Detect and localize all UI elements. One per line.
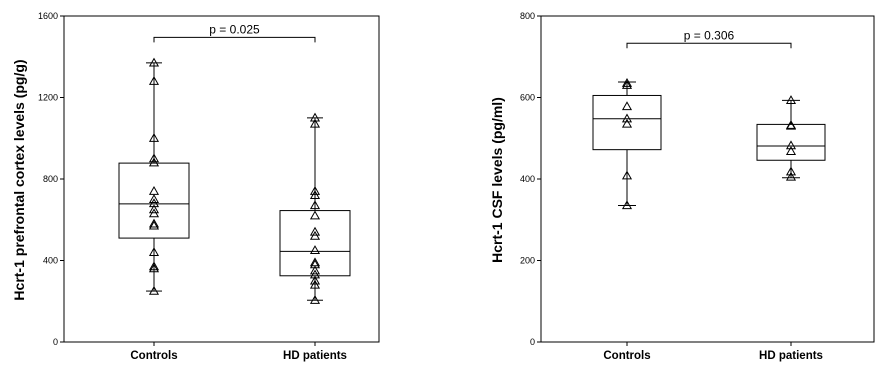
data-point-triangle (621, 118, 633, 128)
box-iqr (279, 210, 351, 277)
box-iqr (592, 94, 662, 151)
data-point-triangle (148, 261, 160, 271)
data-point-triangle (309, 269, 321, 279)
y-tick-label: 1200 (38, 93, 58, 103)
significance-bracket (626, 42, 792, 49)
data-point-triangle (309, 259, 321, 269)
data-point-triangle (148, 247, 160, 256)
y-axis-label: Hcrt-1 CSF levels (pg/ml) (489, 97, 505, 263)
data-point-triangle (621, 200, 633, 210)
data-point-triangle (309, 112, 321, 122)
x-category-label: Controls (603, 350, 650, 362)
data-point-triangle (148, 157, 160, 167)
data-point-triangle (309, 295, 321, 304)
data-point-triangle (309, 275, 321, 285)
box-group-2 (279, 112, 351, 304)
plot-frame (540, 15, 875, 343)
data-point-triangle (785, 146, 797, 155)
data-point-triangle (309, 186, 321, 195)
significance-bracket (153, 36, 316, 43)
y-tick-label: 400 (520, 174, 535, 184)
data-point-triangle (785, 140, 797, 150)
x-category-label: HD patients (283, 350, 347, 362)
y-tick-label: 200 (520, 256, 535, 266)
data-point-triangle (621, 113, 633, 123)
y-tick-label: 800 (43, 174, 58, 184)
data-point-triangle (148, 133, 160, 142)
data-point-triangle (785, 95, 797, 105)
data-point-triangle (621, 101, 633, 111)
data-point-triangle (309, 265, 321, 275)
x-category-label: Controls (130, 350, 177, 362)
data-point-triangle (309, 230, 321, 240)
y-axis-label: Hcrt-1 prefrontal cortex levels (pg/g) (11, 59, 27, 300)
box-group-1 (592, 78, 662, 210)
data-point-triangle (309, 210, 321, 220)
y-tick-label: 0 (530, 337, 535, 347)
box-group-1 (118, 57, 190, 295)
data-point-triangle (148, 285, 160, 295)
y-tick-label: 0 (53, 337, 58, 347)
data-point-triangle (148, 218, 160, 228)
data-point-triangle (621, 170, 633, 180)
y-tick-label: 600 (520, 93, 535, 103)
data-point-triangle (148, 57, 160, 67)
data-point-triangle (309, 118, 321, 128)
data-point-triangle (621, 80, 633, 89)
plot-frame (63, 15, 380, 343)
data-point-triangle (148, 208, 160, 218)
data-point-triangle (785, 120, 797, 130)
panel-1: 0 400 800 1200 1600 Hcrt-1 prefrontal cortex … (11, 11, 380, 362)
data-point-triangle (785, 166, 797, 176)
data-point-triangle (148, 220, 160, 230)
data-point-triangle (309, 279, 321, 289)
data-point-triangle (309, 200, 321, 210)
data-point-triangle (148, 198, 160, 208)
data-point-triangle (785, 171, 797, 181)
y-tick-label: 800 (520, 11, 535, 21)
box-iqr (118, 162, 190, 239)
y-tick-label: 1600 (38, 11, 58, 21)
panel-2: 0 200 400 600 800 Hcrt-1 CSF levels (pg/ml) Co… (489, 11, 875, 362)
p-value-label: p = 0.025 (209, 22, 260, 36)
data-point-triangle (621, 78, 633, 87)
data-point-triangle (309, 226, 321, 236)
box-group-2 (756, 95, 826, 181)
data-point-triangle (309, 190, 321, 199)
data-point-triangle (148, 153, 160, 163)
data-point-triangle (148, 75, 160, 85)
data-point-triangle (309, 245, 321, 254)
y-tick-label: 400 (43, 256, 58, 266)
data-point-triangle (148, 204, 160, 214)
data-point-triangle (148, 263, 160, 273)
data-point-triangle (148, 194, 160, 204)
p-value-label: p = 0.306 (684, 28, 735, 42)
x-category-label: HD patients (759, 350, 823, 362)
